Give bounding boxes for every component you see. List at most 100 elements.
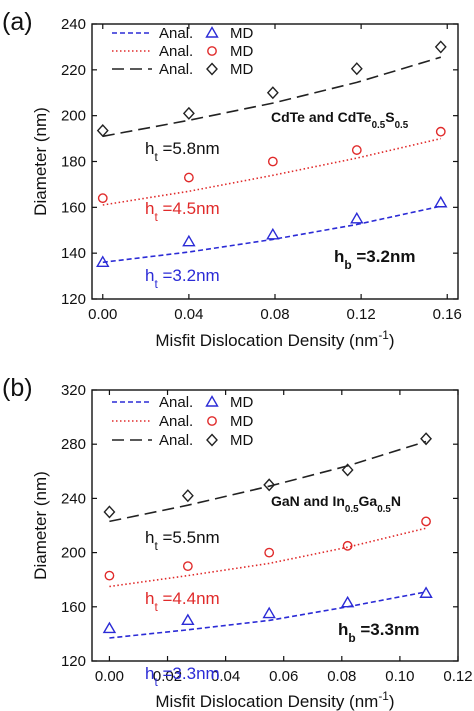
md-point (420, 432, 432, 446)
legend-marker-label: MD (230, 432, 253, 449)
md-point (340, 595, 355, 608)
y-tick-label: 240 (61, 16, 86, 33)
y-tick-label: 280 (61, 436, 86, 453)
md-point (264, 547, 275, 558)
ht-label: ht =4.5nm (145, 199, 220, 224)
x-tick-label: 0.04 (211, 668, 240, 685)
md-point (102, 621, 117, 634)
md-point (262, 606, 276, 619)
y-tick-label: 160 (61, 199, 86, 216)
legend: Anal. MD Anal. MD Anal. MD (112, 394, 253, 449)
y-tick-label: 200 (61, 108, 86, 125)
y-tick-label: 140 (61, 245, 86, 262)
analytical-curve (109, 440, 427, 523)
md-point (183, 172, 194, 183)
hb-label: hb =3.3nm (338, 620, 419, 645)
md-point (421, 516, 431, 527)
x-tick-label: 0.00 (95, 668, 124, 685)
x-tick-label: 0.12 (443, 668, 472, 685)
md-point (350, 62, 363, 76)
md-point (181, 613, 195, 626)
md-point (267, 156, 278, 167)
md-point (182, 106, 195, 120)
series-0: ht =5.8nm (96, 40, 447, 164)
hb-label: hb =3.2nm (334, 247, 415, 272)
ht-label: ht =3.3nm (145, 664, 220, 689)
md-point (419, 586, 433, 598)
md-point (341, 463, 354, 477)
y-tick-label: 200 (61, 545, 86, 562)
x-tick-label: 0.02 (153, 668, 182, 685)
md-point (103, 505, 116, 519)
md-point (182, 561, 193, 572)
x-tick-label: 0.08 (260, 306, 289, 323)
analytical-curve (102, 137, 441, 206)
series-2: ht =3.2nm (96, 195, 448, 291)
x-axis-label: Misfit Dislocation Density (nm-1) (155, 328, 394, 350)
y-tick-label: 160 (61, 599, 86, 616)
panel-a: (a) 0.00 0.04 0.08 0.12 0.16 120 140 160 180 200 22… (2, 8, 462, 350)
legend-line-label: Anal. (159, 25, 193, 42)
legend-line-label: Anal. (159, 432, 193, 449)
legend-marker-label: MD (230, 394, 253, 411)
md-point (182, 234, 196, 247)
y-tick-label: 240 (61, 490, 86, 507)
legend-marker (206, 62, 218, 76)
x-tick-label: 0.08 (327, 668, 356, 685)
legend-marker-label: MD (230, 25, 253, 42)
x-tick-label: 0.00 (88, 306, 117, 323)
legend-marker (207, 416, 217, 426)
md-point (266, 86, 279, 100)
md-point (266, 227, 280, 240)
ht-label: ht =3.2nm (145, 266, 220, 291)
material-label: GaN and In0.5Ga0.5N (271, 493, 401, 515)
md-point (434, 195, 448, 208)
md-point (342, 540, 353, 551)
md-point (435, 126, 446, 137)
y-axis-label: Diameter (nm) (31, 107, 50, 216)
y-tick-label: 120 (61, 653, 86, 670)
y-tick-label: 320 (61, 382, 86, 399)
md-point (104, 570, 115, 581)
legend-marker (207, 46, 217, 56)
x-tick-label: 0.16 (433, 306, 462, 323)
legend-marker-label: MD (230, 61, 253, 78)
series-1: ht =4.5nm (97, 126, 446, 224)
x-tick-label: 0.06 (269, 668, 298, 685)
md-point (434, 40, 447, 54)
plot-frame (91, 389, 459, 662)
ht-label: ht =4.4nm (145, 589, 220, 614)
ht-label: ht =5.5nm (145, 528, 220, 553)
legend-marker-label: MD (230, 43, 253, 60)
y-tick-label: 120 (61, 291, 86, 308)
series-1: ht =4.4nm (104, 516, 431, 614)
md-point (263, 478, 276, 492)
legend-marker (205, 26, 219, 38)
md-point (96, 255, 110, 268)
y-tick-label: 180 (61, 154, 86, 171)
legend-marker (205, 395, 219, 407)
panel-b: (b) 0.00 0.02 0.04 0.06 0.08 0.10 0.12 120 160 200… (2, 374, 473, 711)
series-2: ht =3.3nm (102, 586, 433, 689)
analytical-curve (102, 56, 442, 138)
md-point (350, 211, 364, 224)
ht-label: ht =5.8nm (145, 139, 220, 164)
legend: Anal. MD Anal. MD Anal. MD (112, 25, 253, 78)
legend-line-label: Anal. (159, 413, 193, 430)
y-tick-label: 220 (61, 62, 86, 79)
x-tick-label: 0.04 (174, 306, 203, 323)
material-label: CdTe and CdTe0.5S0.5 (271, 109, 409, 131)
series-0: ht =5.5nm (103, 432, 432, 553)
analytical-curve (109, 591, 427, 639)
md-point (181, 489, 194, 503)
legend-marker (206, 433, 218, 447)
x-tick-label: 0.10 (385, 668, 414, 685)
legend-marker-label: MD (230, 413, 253, 430)
md-point (97, 193, 108, 204)
panel-label: (a) (2, 8, 33, 36)
x-axis-label: Misfit Dislocation Density (nm-1) (155, 689, 394, 711)
md-point (351, 145, 362, 155)
panel-label: (b) (2, 374, 33, 402)
analytical-curve (109, 527, 427, 588)
